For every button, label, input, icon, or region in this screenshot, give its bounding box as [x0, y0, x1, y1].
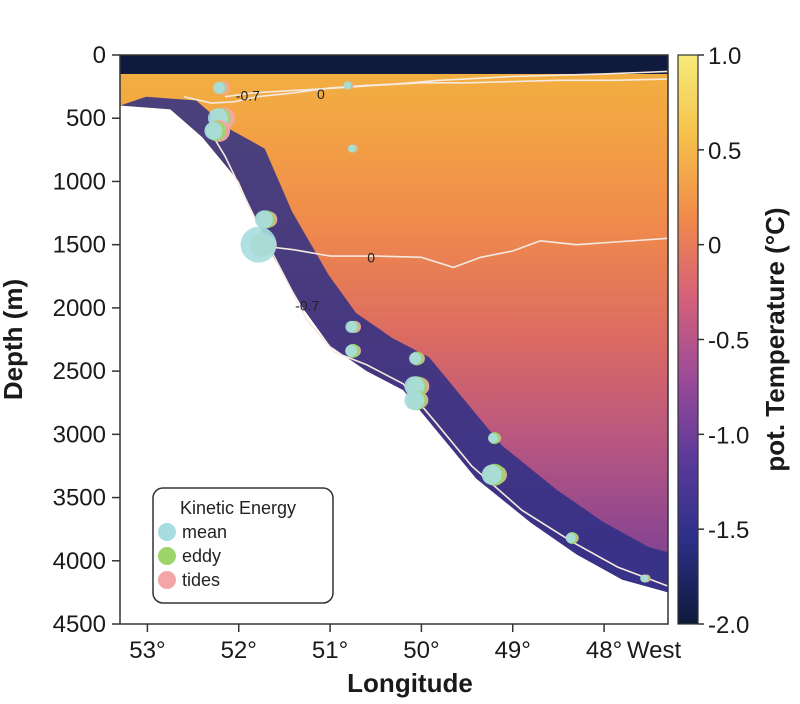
y-axis-title: Depth (m) — [0, 279, 28, 400]
ke-marker — [212, 80, 230, 95]
y-tick-label: 2500 — [53, 358, 106, 385]
ke-mean-disc — [240, 226, 277, 263]
y-tick-label: 1000 — [53, 168, 106, 195]
contour-line — [261, 237, 669, 269]
ke-marker — [487, 432, 502, 445]
legend-swatch — [158, 571, 176, 589]
legend-swatch — [158, 523, 176, 541]
ke-marker — [347, 144, 359, 153]
y-tick-label: 1500 — [53, 232, 106, 259]
contour-labels: 0 0 -0.7 -0.7 — [236, 86, 375, 313]
ke-marker — [409, 351, 425, 366]
legend-item-label: tides — [182, 570, 220, 590]
ke-mean-disc — [565, 533, 576, 544]
x-extra-label: West — [627, 637, 682, 664]
y-tick-label: 4500 — [53, 611, 106, 638]
surface-band — [120, 55, 668, 74]
ke-marker — [345, 320, 361, 333]
x-tick-label: 51° — [312, 637, 348, 664]
ke-marker — [481, 463, 507, 486]
ke-mean-disc — [404, 390, 425, 411]
contour-label: -0.7 — [236, 87, 260, 103]
colorbar-ticks: 1.0 0.5 0 -0.5 -1.0 -1.5 -2.0 — [698, 43, 749, 639]
ke-mean-disc — [345, 320, 358, 333]
colorbar-tick-label: -1.0 — [708, 422, 749, 449]
contour-label: 0 — [367, 249, 375, 265]
ke-marker — [254, 210, 278, 229]
ke-marker — [345, 343, 361, 358]
ke-mean-disc — [343, 81, 352, 90]
kinetic-energy-markers — [204, 80, 651, 583]
contour-line — [206, 125, 669, 587]
contour-line — [224, 78, 669, 98]
y-tick-label: 3500 — [53, 485, 106, 512]
legend-swatch — [158, 547, 176, 565]
ke-marker — [404, 390, 429, 411]
x-tick-label: 48° — [586, 637, 622, 664]
ke-marker — [565, 532, 579, 545]
ke-mean-disc — [487, 433, 498, 444]
plot-frame — [119, 54, 669, 625]
x-tick-label: 52° — [221, 637, 257, 664]
colorbar-tick-label: -1.5 — [708, 517, 749, 544]
colorbar-title: pot. Temperature (°C) — [760, 207, 790, 471]
y-axis: 0 500 1000 1500 2000 2500 3000 3500 4000 4500 — [53, 42, 120, 638]
ke-mean-disc — [254, 210, 273, 229]
legend-item-label: mean — [182, 522, 227, 542]
y-tick-label: 2000 — [53, 295, 106, 322]
y-tick-label: 4000 — [53, 548, 106, 575]
legend-title: Kinetic Energy — [180, 498, 296, 518]
ke-mean-disc — [640, 574, 649, 583]
contour-label: 0 — [317, 86, 325, 102]
legend-box — [152, 487, 334, 604]
ke-marker — [204, 119, 231, 142]
x-axis-title: Longitude — [347, 668, 473, 698]
ke-mean-disc — [212, 81, 225, 94]
colorbar-tick-label: -0.5 — [708, 328, 749, 355]
y-tick-label: 500 — [66, 105, 106, 132]
colorbar-tick-label: 0 — [708, 233, 721, 260]
ke-marker — [640, 574, 651, 583]
y-tick-label: 0 — [93, 42, 106, 69]
ke-marker — [343, 81, 354, 90]
x-tick-label: 49° — [495, 637, 531, 664]
x-tick-label: 53° — [129, 637, 165, 664]
colorbar-tick-label: 0.5 — [708, 138, 741, 165]
y-tick-label: 3000 — [53, 421, 106, 448]
legend-item-label: eddy — [182, 546, 221, 566]
ke-mean-disc — [409, 352, 422, 365]
ke-mean-disc — [347, 144, 356, 153]
ke-marker — [240, 226, 277, 263]
x-axis: 53° 52° 51° 50° 49° 48° West — [129, 624, 681, 664]
colorbar-tick-label: 1.0 — [708, 43, 741, 70]
legend: Kinetic Energy mean eddy tides — [152, 487, 334, 604]
colorbar — [677, 54, 699, 625]
ke-mean-disc — [345, 344, 358, 357]
ke-mean-disc — [204, 121, 223, 140]
ke-mean-disc — [481, 464, 502, 485]
contour-label: -0.7 — [295, 297, 319, 313]
x-tick-label: 50° — [403, 637, 439, 664]
colorbar-tick-label: -2.0 — [708, 612, 749, 639]
